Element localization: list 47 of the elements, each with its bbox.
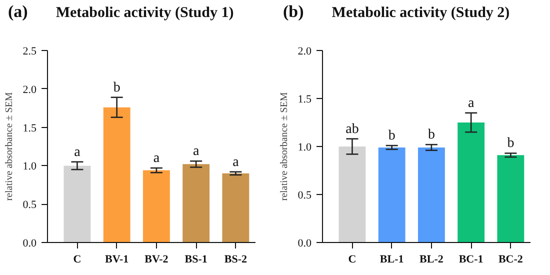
annotation: a: [74, 144, 82, 160]
bar: [418, 147, 445, 242]
bar: [458, 122, 485, 242]
bar: [378, 147, 406, 242]
y-tick-label: 0.5: [298, 190, 312, 202]
y-tick-label: 0.5: [22, 199, 37, 212]
chart-title: Metabolic activity (Study 1): [56, 5, 234, 21]
bar: [182, 164, 210, 242]
annotation: b: [507, 136, 514, 152]
bar: [497, 155, 524, 242]
y-tick-label: 2.5: [22, 46, 37, 58]
x-tick-label: C: [348, 254, 356, 266]
bar: [103, 107, 130, 242]
annotation: b: [388, 128, 396, 144]
y-tick-label: 0.0: [298, 238, 312, 250]
x-tick-label: BL-2: [420, 254, 444, 266]
y-tick-label: 1.5: [298, 94, 312, 106]
x-tick-label: BC-1: [458, 254, 484, 266]
bar: [338, 146, 366, 242]
y-tick-label: 0.0: [22, 238, 37, 250]
text: (a): [8, 2, 28, 21]
y-tick-label: 1.0: [22, 160, 37, 173]
y-tick-label: 2.0: [22, 84, 37, 96]
x-tick-label: C: [73, 254, 82, 266]
annotation: a: [232, 154, 240, 170]
y-tick-label: 1.0: [298, 142, 312, 154]
y-tick-label: 2.0: [298, 46, 312, 58]
y-axis-title: relative absorbance ± SEM: [278, 92, 290, 201]
annotation: a: [192, 144, 200, 160]
y-tick-label: 1.5: [22, 122, 37, 134]
bar: [142, 170, 170, 242]
bar: [222, 173, 250, 242]
y-axis-title: relative absorbance ± SEM: [4, 92, 15, 201]
annotation: b: [428, 128, 435, 143]
bar: [64, 166, 91, 242]
x-tick-label: BV-2: [144, 254, 169, 266]
text: (b): [283, 2, 304, 21]
x-tick-label: BS-1: [184, 254, 208, 266]
annotation: a: [153, 151, 160, 166]
x-tick-label: BL-1: [380, 254, 404, 266]
x-tick-label: BV-1: [105, 254, 129, 266]
annotation: a: [468, 96, 475, 111]
x-tick-label: BS-2: [224, 254, 248, 266]
annotation: b: [113, 80, 120, 96]
x-tick-label: BC-2: [498, 254, 524, 266]
chart-title: Metabolic activity (Study 2): [332, 5, 510, 21]
annotation: ab: [346, 122, 359, 137]
